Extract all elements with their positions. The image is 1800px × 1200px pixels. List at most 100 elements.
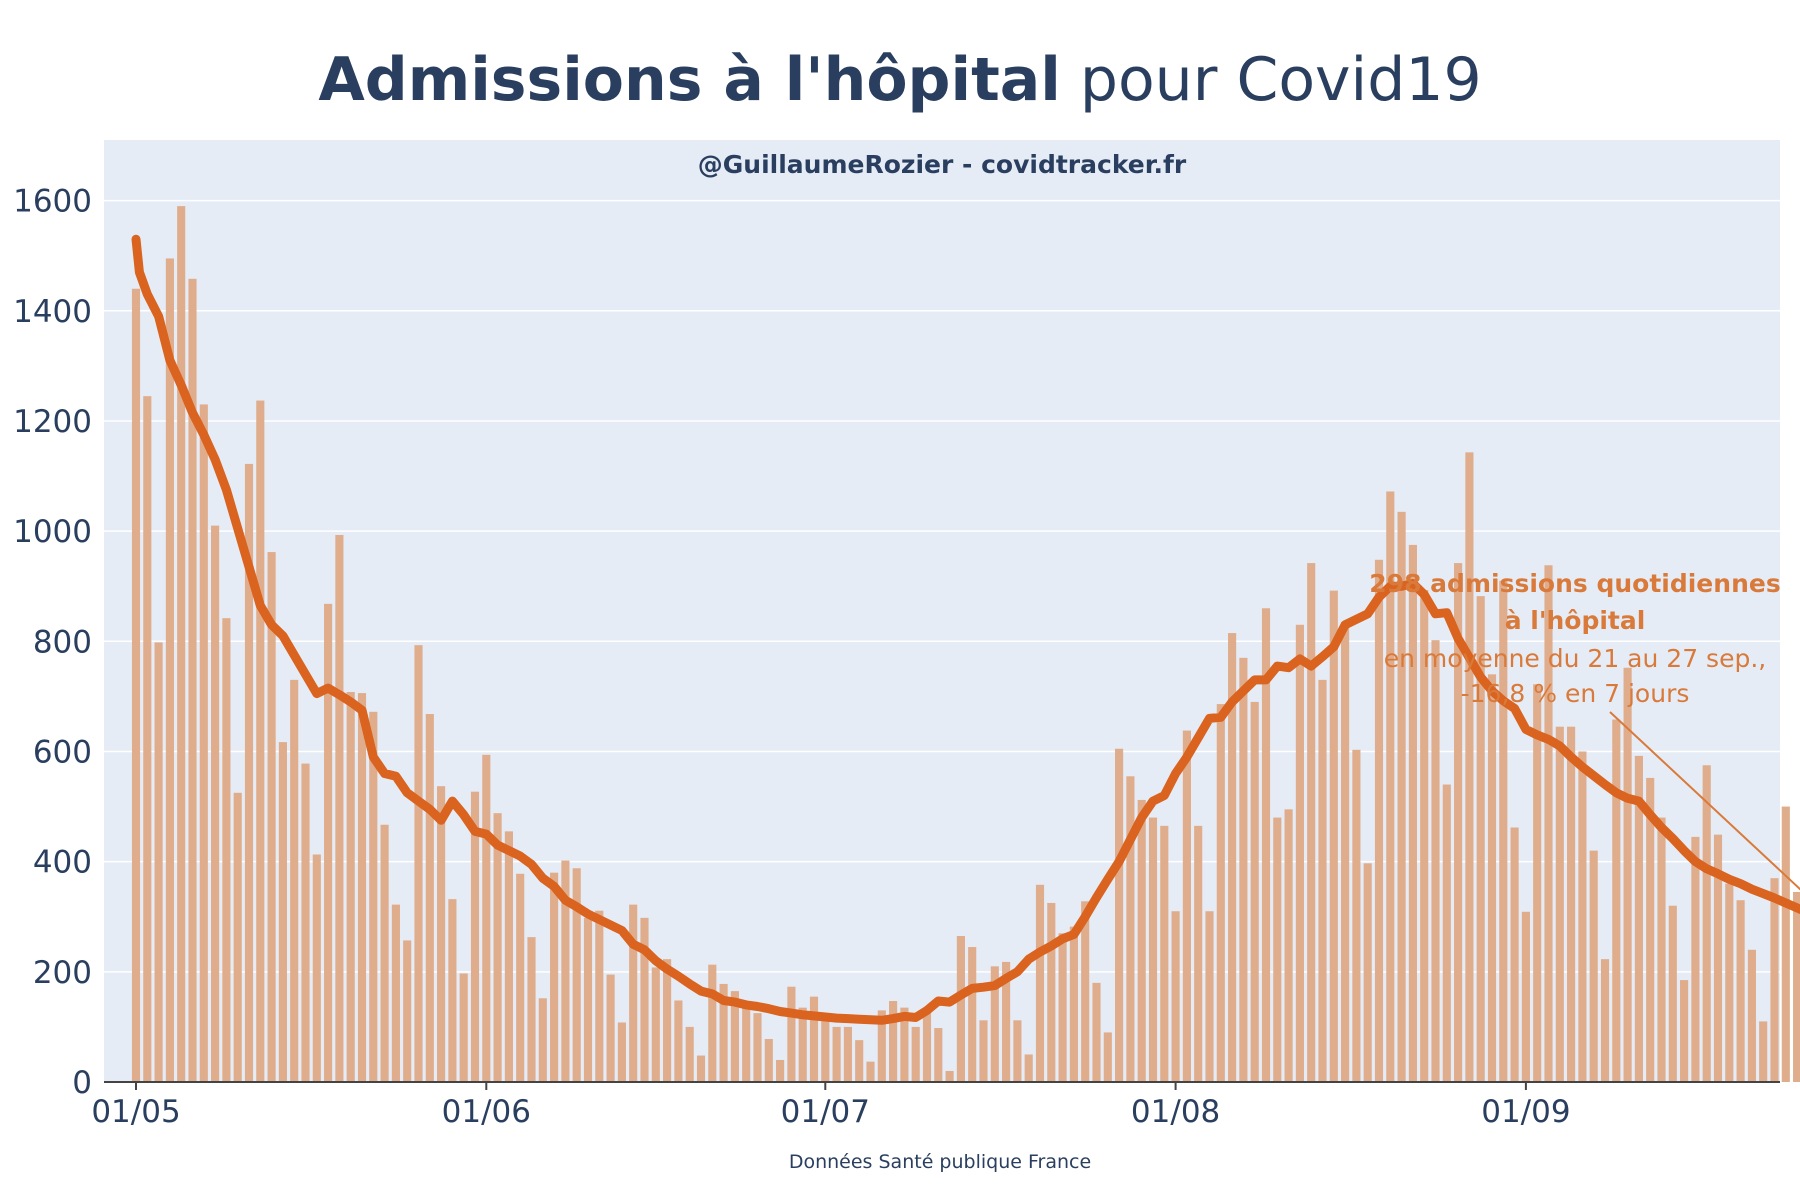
bar bbox=[1713, 834, 1723, 1082]
bar bbox=[640, 917, 649, 1082]
bar bbox=[651, 967, 660, 1082]
daily-bars bbox=[131, 206, 1800, 1083]
x-tick-label: 01/08 bbox=[1131, 1094, 1220, 1130]
bar bbox=[1115, 748, 1124, 1082]
bar bbox=[1194, 825, 1203, 1082]
moving-average-path bbox=[131, 234, 1800, 1025]
bar bbox=[538, 998, 547, 1082]
bar bbox=[945, 1070, 954, 1082]
bar bbox=[595, 910, 604, 1082]
bar bbox=[369, 711, 378, 1082]
bar bbox=[911, 1026, 920, 1082]
y-tick-label: 600 bbox=[33, 734, 92, 770]
bar bbox=[1544, 565, 1553, 1082]
bar bbox=[1680, 980, 1689, 1082]
bar bbox=[866, 1061, 875, 1082]
bar bbox=[1126, 776, 1135, 1082]
bar bbox=[821, 1014, 830, 1082]
bar bbox=[764, 1039, 773, 1082]
x-tick-label: 01/07 bbox=[781, 1094, 870, 1130]
bar bbox=[685, 1026, 694, 1082]
bar bbox=[922, 1013, 932, 1082]
bar bbox=[809, 996, 819, 1082]
bar bbox=[267, 552, 276, 1082]
bar bbox=[470, 791, 480, 1082]
bar bbox=[1770, 878, 1779, 1082]
annotation: 298 admissions quotidiennes à l'hôpital … bbox=[1369, 569, 1780, 708]
bar bbox=[1273, 817, 1282, 1082]
bar bbox=[832, 1026, 841, 1082]
bar bbox=[674, 1000, 683, 1082]
bar bbox=[900, 1007, 909, 1082]
bar bbox=[1420, 590, 1429, 1082]
bar bbox=[1578, 751, 1587, 1082]
bar bbox=[753, 1013, 762, 1082]
bar bbox=[143, 396, 152, 1082]
y-tick-label: 1400 bbox=[13, 294, 92, 330]
bar bbox=[357, 693, 367, 1082]
bar bbox=[448, 899, 457, 1082]
bar bbox=[934, 1028, 943, 1082]
bar bbox=[1386, 491, 1395, 1082]
bar bbox=[1567, 726, 1576, 1082]
bar bbox=[1341, 622, 1350, 1082]
bar bbox=[663, 959, 672, 1082]
bar bbox=[1035, 884, 1045, 1082]
bar bbox=[1363, 863, 1372, 1082]
bar bbox=[1058, 933, 1067, 1082]
bar bbox=[188, 278, 197, 1082]
x-tick-label: 01/09 bbox=[1481, 1094, 1570, 1130]
bar bbox=[1465, 452, 1474, 1082]
bar bbox=[742, 1002, 751, 1082]
bar bbox=[165, 258, 174, 1082]
x-axis-ticks: 01/05 01/06 01/07 01/08 01/09 bbox=[91, 1082, 1571, 1130]
bar bbox=[1047, 902, 1056, 1082]
bar bbox=[425, 714, 434, 1082]
source-label: Données Santé publique France bbox=[789, 1151, 1091, 1173]
bar bbox=[154, 642, 163, 1082]
bar bbox=[1657, 817, 1666, 1082]
bar bbox=[1205, 911, 1214, 1082]
bar bbox=[1725, 883, 1734, 1082]
y-tick-label: 800 bbox=[33, 624, 92, 660]
y-axis-ticks: 0 200 400 600 800 1000 1200 1400 1600 bbox=[13, 184, 92, 1101]
bar bbox=[1793, 891, 1800, 1082]
bar bbox=[504, 831, 513, 1082]
x-tick-label: 01/05 bbox=[91, 1094, 180, 1130]
bar bbox=[1747, 949, 1756, 1082]
bar bbox=[1499, 580, 1508, 1082]
bar bbox=[889, 1001, 898, 1082]
bar bbox=[1691, 836, 1700, 1082]
bar bbox=[1600, 959, 1610, 1082]
bar bbox=[1182, 730, 1191, 1082]
bar bbox=[1668, 905, 1677, 1082]
bar bbox=[1487, 674, 1497, 1082]
bar bbox=[1318, 679, 1327, 1082]
bar bbox=[1092, 982, 1101, 1082]
bar bbox=[719, 983, 728, 1082]
bar bbox=[877, 1010, 886, 1082]
bar bbox=[1148, 817, 1158, 1082]
y-tick-label: 1200 bbox=[13, 404, 92, 440]
bar bbox=[1634, 755, 1643, 1082]
y-tick-label: 200 bbox=[33, 955, 92, 991]
bar bbox=[1216, 704, 1225, 1082]
bar bbox=[1533, 684, 1542, 1082]
bar bbox=[1623, 667, 1632, 1082]
bar bbox=[1442, 784, 1451, 1082]
bar bbox=[708, 964, 717, 1082]
bar bbox=[787, 986, 796, 1082]
bar bbox=[1397, 511, 1406, 1082]
bar bbox=[617, 1022, 626, 1082]
bar bbox=[1239, 657, 1248, 1082]
y-tick-label: 0 bbox=[72, 1065, 92, 1101]
y-tick-label: 1600 bbox=[13, 184, 92, 220]
bar bbox=[290, 679, 299, 1082]
bar bbox=[1521, 911, 1530, 1082]
bar bbox=[493, 813, 502, 1082]
annotation-line-2: à l'hôpital bbox=[1505, 606, 1646, 635]
y-tick-label: 1000 bbox=[13, 514, 92, 550]
annotation-line-3: en moyenne du 21 au 27 sep., bbox=[1384, 644, 1766, 673]
bar bbox=[1295, 624, 1304, 1082]
bar bbox=[990, 966, 999, 1082]
